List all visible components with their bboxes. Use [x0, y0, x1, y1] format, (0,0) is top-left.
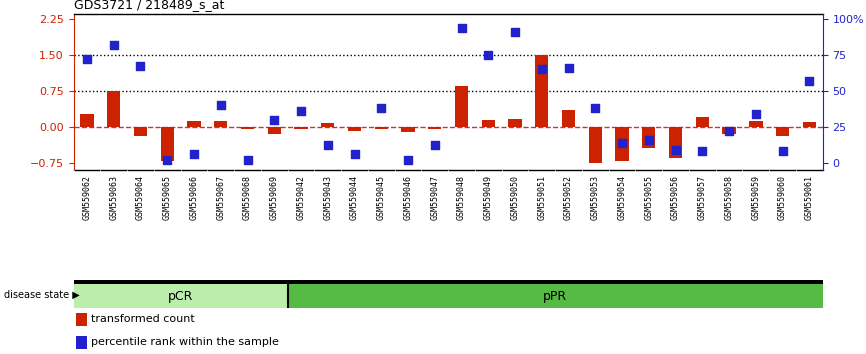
Text: GSM559049: GSM559049 [484, 175, 493, 221]
Point [401, 157, 415, 163]
Bar [76, 313, 87, 326]
Bar [348, 127, 361, 131]
Point [481, 52, 495, 58]
Text: GSM559046: GSM559046 [404, 175, 412, 221]
Text: disease state ▶: disease state ▶ [4, 290, 80, 299]
Point [347, 151, 361, 157]
Bar [187, 121, 201, 127]
Point [642, 137, 656, 143]
Bar [241, 127, 255, 129]
Bar [616, 127, 629, 161]
Point [695, 148, 709, 154]
Text: GSM559042: GSM559042 [296, 175, 306, 221]
Point [160, 157, 174, 163]
Point [455, 25, 469, 30]
Text: GSM559069: GSM559069 [270, 175, 279, 221]
Text: transformed count: transformed count [91, 314, 195, 325]
Text: GSM559051: GSM559051 [537, 175, 546, 221]
Point [776, 148, 790, 154]
Text: GSM559045: GSM559045 [377, 175, 385, 221]
Text: GSM559052: GSM559052 [564, 175, 573, 221]
Bar [134, 127, 147, 136]
Text: GSM559054: GSM559054 [617, 175, 626, 221]
Text: GSM559062: GSM559062 [82, 175, 92, 221]
Bar [722, 127, 736, 134]
Point [320, 143, 334, 148]
Bar [455, 86, 469, 127]
Bar [535, 55, 548, 127]
Bar [81, 114, 94, 127]
Bar [214, 121, 228, 127]
Point [187, 151, 201, 157]
Text: GSM559048: GSM559048 [457, 175, 466, 221]
Text: GSM559067: GSM559067 [216, 175, 225, 221]
Bar [375, 127, 388, 129]
Bar [695, 117, 709, 127]
Point [268, 117, 281, 122]
Text: GSM559065: GSM559065 [163, 175, 171, 221]
Text: pCR: pCR [168, 290, 193, 303]
Bar [589, 127, 602, 163]
Point [588, 105, 602, 111]
Text: GSM559055: GSM559055 [644, 175, 653, 221]
Point [294, 108, 308, 114]
Point [803, 78, 817, 84]
Bar [401, 127, 415, 132]
Bar [508, 119, 521, 127]
Bar [294, 127, 307, 129]
Bar [160, 127, 174, 161]
Bar [481, 120, 495, 127]
Bar [669, 127, 682, 158]
Text: GSM559057: GSM559057 [698, 175, 707, 221]
Text: pPR: pPR [543, 290, 567, 303]
Point [615, 140, 629, 145]
Text: GSM559058: GSM559058 [725, 175, 734, 221]
Text: GSM559053: GSM559053 [591, 175, 600, 221]
Bar [803, 122, 816, 127]
Bar [642, 127, 656, 148]
Text: GSM559056: GSM559056 [671, 175, 680, 221]
Point [241, 157, 255, 163]
Point [669, 147, 682, 153]
Point [535, 67, 549, 72]
Text: GSM559064: GSM559064 [136, 175, 145, 221]
Point [508, 29, 522, 35]
Text: GSM559061: GSM559061 [805, 175, 814, 221]
Text: GDS3721 / 218489_s_at: GDS3721 / 218489_s_at [74, 0, 224, 11]
Point [562, 65, 576, 71]
Text: GSM559043: GSM559043 [323, 175, 333, 221]
Point [133, 64, 147, 69]
Text: GSM559066: GSM559066 [190, 175, 198, 221]
Bar [74, 284, 288, 308]
Bar [74, 280, 823, 284]
Point [722, 128, 736, 134]
Point [428, 143, 442, 148]
Point [749, 111, 763, 117]
Text: percentile rank within the sample: percentile rank within the sample [91, 337, 279, 348]
Bar [749, 121, 762, 127]
Bar [288, 284, 823, 308]
Text: GSM559063: GSM559063 [109, 175, 119, 221]
Bar [428, 127, 442, 129]
Bar [268, 127, 281, 134]
Bar [107, 91, 120, 127]
Point [107, 42, 120, 48]
Bar [776, 127, 789, 136]
Point [374, 105, 388, 111]
Point [80, 56, 94, 62]
Text: GSM559068: GSM559068 [243, 175, 252, 221]
Bar [76, 336, 87, 349]
Text: GSM559060: GSM559060 [778, 175, 787, 221]
Text: GSM559044: GSM559044 [350, 175, 359, 221]
Text: GSM559059: GSM559059 [752, 175, 760, 221]
Bar [321, 123, 334, 127]
Text: GSM559050: GSM559050 [511, 175, 520, 221]
Text: GSM559047: GSM559047 [430, 175, 439, 221]
Bar [562, 110, 575, 127]
Point [214, 102, 228, 108]
